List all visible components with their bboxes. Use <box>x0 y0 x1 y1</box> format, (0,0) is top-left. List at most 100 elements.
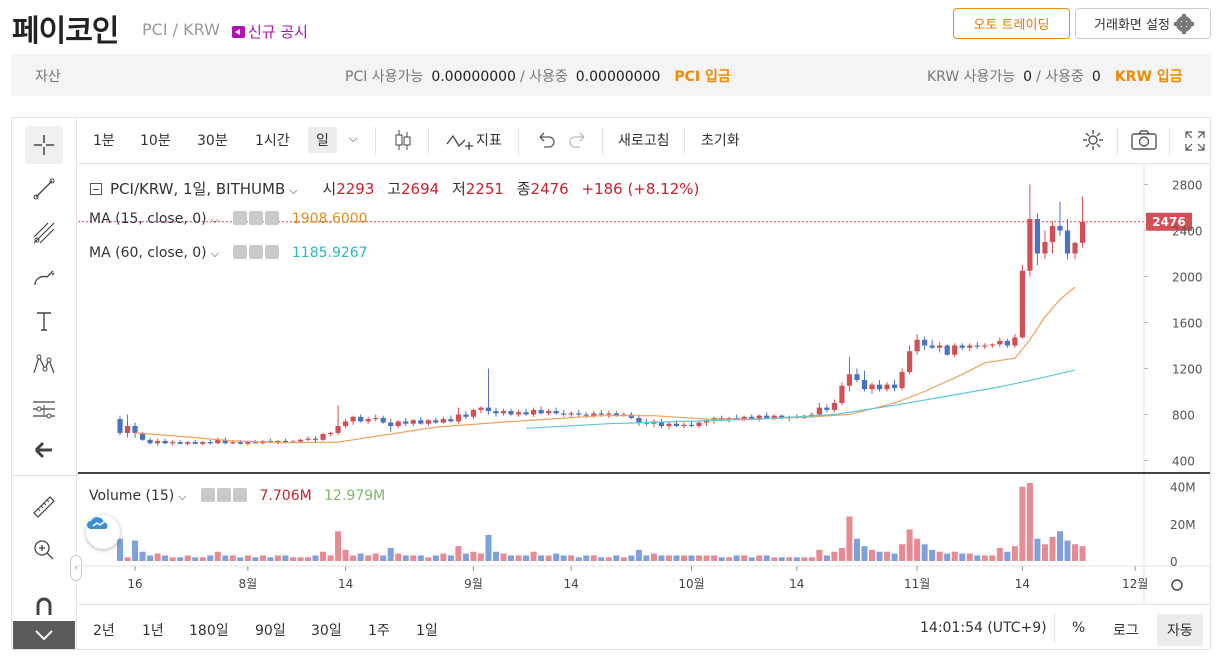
volume-bar <box>455 546 462 561</box>
candle-body <box>606 413 612 415</box>
candle-body <box>568 413 574 415</box>
candle-body <box>974 345 980 347</box>
volume-bar <box>681 555 687 561</box>
volume-bar <box>274 555 281 561</box>
eye-icon[interactable] <box>201 488 216 502</box>
camera-icon[interactable] <box>1130 129 1158 151</box>
reset-button[interactable]: 초기화 <box>701 133 740 149</box>
price-tick-label: 1200 <box>1172 363 1203 377</box>
krw-deposit-link[interactable]: KRW 입금 <box>1114 69 1183 85</box>
redo-icon[interactable] <box>568 131 588 149</box>
candle-body <box>350 416 356 422</box>
gear-icon[interactable] <box>249 245 264 259</box>
symbol-label[interactable]: PCI/KRW, 1일, BITHUMB <box>110 180 286 198</box>
volume-bar <box>853 538 860 561</box>
candle-body <box>876 384 883 390</box>
candle-body <box>327 432 334 435</box>
settings-gear-icon[interactable] <box>1081 128 1105 152</box>
collapse-toolbar-button[interactable]: ‹ <box>70 555 82 581</box>
volume-bar <box>312 555 319 561</box>
candle-body <box>297 439 304 442</box>
range-180d[interactable]: 180일 <box>189 623 229 639</box>
gear-icon[interactable] <box>217 488 232 502</box>
new-notice-link[interactable]: 신규 공시 <box>232 21 308 42</box>
candle-body <box>1034 219 1041 254</box>
collapse-legend-icon[interactable] <box>90 183 102 195</box>
price-tick-label: 2400 <box>1172 225 1203 239</box>
candle-body <box>696 422 702 426</box>
ma15-label[interactable]: MA (15, close, 0) <box>89 211 207 227</box>
candle-body <box>658 421 665 426</box>
volume-bar <box>1034 538 1041 561</box>
candle-body <box>222 439 228 444</box>
ma60-label[interactable]: MA (60, close, 0) <box>89 245 207 261</box>
volume-bar <box>425 557 432 561</box>
candle-body <box>538 409 544 414</box>
zoom-tool[interactable] <box>25 531 63 569</box>
log-toggle[interactable]: 로그 <box>1113 623 1139 639</box>
close-icon[interactable] <box>265 211 280 225</box>
volume-bar <box>124 557 131 561</box>
prediction-tool[interactable] <box>25 390 63 428</box>
range-1y[interactable]: 1년 <box>142 623 164 639</box>
close-icon[interactable] <box>233 488 248 502</box>
ruler-tool[interactable] <box>25 488 63 526</box>
brush-tool[interactable] <box>25 258 63 296</box>
interval-1d[interactable]: 일 <box>308 127 337 153</box>
candle-body <box>1064 230 1071 254</box>
volume-bar <box>823 555 830 561</box>
range-1w[interactable]: 1주 <box>368 623 390 639</box>
close-icon[interactable] <box>265 245 280 259</box>
refresh-button[interactable]: 새로고침 <box>618 133 670 149</box>
chart-plot-area[interactable]: 2476 400 800 1200 1600 2000 2400 2800 40M 20M 0 16… <box>78 165 1210 603</box>
volume-label[interactable]: Volume (15) <box>89 488 175 504</box>
magnet-tool[interactable] <box>25 588 63 626</box>
candle-body <box>1004 340 1010 346</box>
indicator-icon[interactable] <box>445 130 473 152</box>
candle-body <box>846 374 853 386</box>
volume-bar <box>748 557 755 561</box>
range-2y[interactable]: 2년 <box>93 623 115 639</box>
gear-icon <box>1175 13 1192 34</box>
volume-bar <box>650 553 657 561</box>
candle-body <box>508 411 514 415</box>
volume-bar <box>959 553 966 561</box>
interval-1m[interactable]: 1분 <box>93 133 115 149</box>
back-tool[interactable] <box>25 431 63 469</box>
interval-30m[interactable]: 30분 <box>197 133 228 149</box>
percent-toggle[interactable]: % <box>1072 620 1086 636</box>
screen-settings-button[interactable]: 거래화면 설정 <box>1075 8 1211 39</box>
crosshair-tool[interactable] <box>25 126 63 164</box>
candle-type-icon[interactable] <box>394 128 412 152</box>
trendline-tool[interactable] <box>25 170 63 208</box>
interval-1h[interactable]: 1시간 <box>255 133 290 149</box>
auto-trading-button[interactable]: 오토 트레이딩 <box>953 8 1070 39</box>
eye-icon[interactable] <box>233 211 248 225</box>
pci-available-value: 0.00000000 <box>431 69 516 85</box>
volume-bar <box>951 551 958 561</box>
krw-available-label: KRW 사용가능 <box>927 69 1016 85</box>
volume-bar <box>635 549 642 561</box>
candle-body <box>869 384 875 390</box>
scroll-down-button[interactable] <box>13 621 75 649</box>
eye-icon[interactable] <box>233 245 248 259</box>
pattern-tool[interactable] <box>25 346 63 384</box>
fullscreen-icon[interactable] <box>1184 130 1206 152</box>
range-90d[interactable]: 90일 <box>255 623 286 639</box>
text-tool[interactable] <box>25 302 63 340</box>
undo-icon[interactable] <box>536 131 556 149</box>
pci-deposit-link[interactable]: PCI 입금 <box>674 69 731 85</box>
range-30d[interactable]: 30일 <box>311 623 342 639</box>
gear-icon[interactable] <box>249 211 264 225</box>
indicator-button[interactable]: 지표 <box>476 133 502 149</box>
volume-bar <box>831 551 838 561</box>
interval-dropdown-chevron-icon[interactable]: ⌵ <box>349 132 358 145</box>
interval-10m[interactable]: 10분 <box>140 133 171 149</box>
volume-bar <box>447 555 454 561</box>
range-1d[interactable]: 1일 <box>416 623 438 639</box>
volume-bar <box>410 555 417 561</box>
fib-tool[interactable] <box>25 214 63 252</box>
clock-label[interactable]: 14:01:54 (UTC+9) <box>920 620 1047 636</box>
auto-toggle[interactable]: 자동 <box>1157 614 1203 646</box>
candle-body <box>252 442 258 444</box>
